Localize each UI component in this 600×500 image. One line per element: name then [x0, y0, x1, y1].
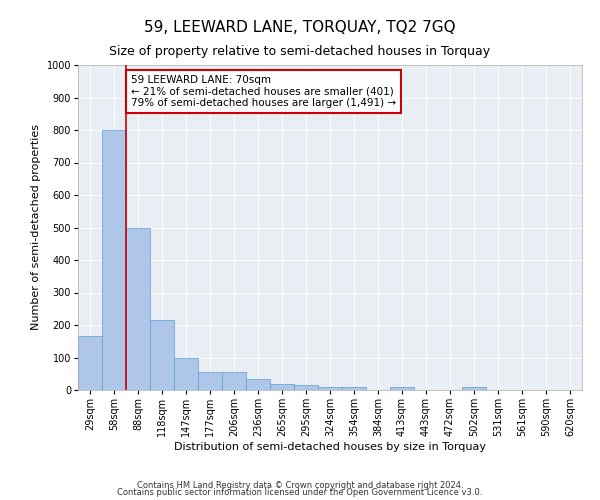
Text: Size of property relative to semi-detached houses in Torquay: Size of property relative to semi-detach…	[109, 45, 491, 58]
Bar	[246, 378, 270, 390]
Bar	[294, 385, 318, 390]
Bar	[462, 387, 486, 390]
Bar	[222, 372, 246, 390]
Bar	[198, 372, 222, 390]
Text: Contains HM Land Registry data © Crown copyright and database right 2024.: Contains HM Land Registry data © Crown c…	[137, 480, 463, 490]
Bar	[174, 358, 198, 390]
Y-axis label: Number of semi-detached properties: Number of semi-detached properties	[31, 124, 41, 330]
Bar	[390, 387, 414, 390]
Text: Contains public sector information licensed under the Open Government Licence v3: Contains public sector information licen…	[118, 488, 482, 497]
Bar	[270, 384, 294, 390]
Bar	[342, 387, 366, 390]
X-axis label: Distribution of semi-detached houses by size in Torquay: Distribution of semi-detached houses by …	[174, 442, 486, 452]
Bar	[78, 336, 102, 390]
Bar	[318, 387, 342, 390]
Text: 59, LEEWARD LANE, TORQUAY, TQ2 7GQ: 59, LEEWARD LANE, TORQUAY, TQ2 7GQ	[144, 20, 456, 35]
Bar	[126, 228, 150, 390]
Bar	[150, 320, 174, 390]
Text: 59 LEEWARD LANE: 70sqm
← 21% of semi-detached houses are smaller (401)
79% of se: 59 LEEWARD LANE: 70sqm ← 21% of semi-det…	[131, 74, 396, 108]
Bar	[102, 130, 126, 390]
